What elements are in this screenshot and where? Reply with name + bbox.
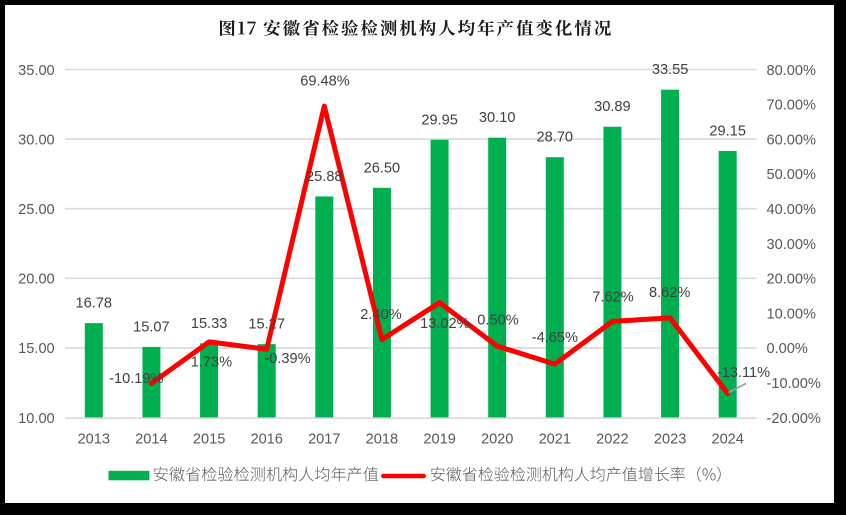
svg-text:28.70: 28.70: [537, 130, 574, 146]
svg-text:70.00%: 70.00%: [767, 98, 817, 114]
svg-text:15.00: 15.00: [18, 341, 55, 357]
svg-text:-10.00%: -10.00%: [767, 376, 821, 392]
svg-text:15.07: 15.07: [133, 319, 170, 335]
svg-text:20.00: 20.00: [18, 272, 55, 288]
svg-text:10.00%: 10.00%: [767, 306, 817, 322]
svg-text:30.10: 30.10: [479, 110, 516, 126]
svg-text:2017: 2017: [308, 431, 340, 447]
svg-text:2014: 2014: [135, 431, 167, 447]
svg-text:30.00: 30.00: [18, 132, 55, 148]
svg-text:20.00%: 20.00%: [767, 272, 817, 288]
svg-text:2016: 2016: [250, 431, 282, 447]
svg-text:29.15: 29.15: [709, 123, 746, 139]
svg-text:7.62%: 7.62%: [592, 290, 633, 306]
svg-text:2021: 2021: [539, 431, 571, 447]
svg-text:-4.65%: -4.65%: [532, 330, 578, 346]
svg-text:2018: 2018: [366, 431, 398, 447]
svg-text:80.00%: 80.00%: [767, 63, 817, 79]
svg-text:40.00%: 40.00%: [767, 202, 817, 218]
svg-text:-10.19%: -10.19%: [109, 371, 163, 387]
svg-text:2023: 2023: [654, 431, 686, 447]
svg-text:26.50: 26.50: [364, 160, 401, 176]
svg-text:-0.39%: -0.39%: [264, 351, 310, 367]
svg-text:2013: 2013: [78, 431, 110, 447]
svg-text:2.40%: 2.40%: [360, 307, 401, 323]
svg-text:0.50%: 0.50%: [477, 313, 518, 329]
svg-text:2015: 2015: [193, 431, 225, 447]
svg-text:15.27: 15.27: [248, 317, 285, 333]
svg-text:13.02%: 13.02%: [420, 316, 470, 332]
svg-text:-13.11%: -13.11%: [717, 365, 770, 381]
svg-text:2022: 2022: [596, 431, 628, 447]
svg-text:-20.00%: -20.00%: [767, 411, 821, 427]
svg-text:30.00%: 30.00%: [767, 237, 817, 253]
svg-text:25.88: 25.88: [306, 169, 343, 185]
svg-text:35.00: 35.00: [18, 63, 55, 79]
svg-text:50.00%: 50.00%: [767, 167, 817, 183]
svg-text:2024: 2024: [711, 431, 743, 447]
svg-text:2019: 2019: [423, 431, 455, 447]
svg-text:69.48%: 69.48%: [300, 74, 350, 90]
svg-text:25.00: 25.00: [18, 202, 55, 218]
svg-text:1.73%: 1.73%: [191, 355, 232, 371]
svg-text:0.00%: 0.00%: [767, 341, 808, 357]
svg-text:29.95: 29.95: [421, 112, 458, 128]
svg-text:16.78: 16.78: [76, 296, 113, 312]
svg-text:33.55: 33.55: [652, 62, 689, 78]
svg-text:15.33: 15.33: [191, 316, 228, 332]
svg-text:60.00%: 60.00%: [767, 132, 817, 148]
svg-text:2020: 2020: [481, 431, 513, 447]
svg-text:30.89: 30.89: [594, 99, 631, 115]
svg-text:8.62%: 8.62%: [649, 285, 690, 301]
svg-text:10.00: 10.00: [18, 411, 55, 427]
